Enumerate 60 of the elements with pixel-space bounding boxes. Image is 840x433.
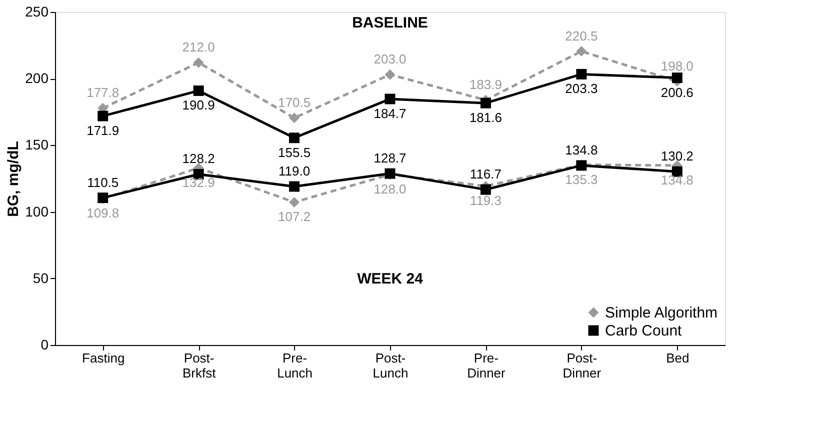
data-label: 119.3 [470, 193, 502, 208]
x-tick-label: Post-Lunch [372, 350, 408, 380]
y-tick-label: 100 [25, 203, 49, 220]
data-label: 200.6 [660, 84, 694, 100]
point [576, 46, 587, 57]
data-label: 155.5 [278, 144, 311, 160]
point [480, 98, 491, 108]
legend-label: Carb Count [605, 322, 683, 340]
data-label: 183.9 [469, 77, 502, 92]
y-tick-label: 250 [25, 4, 49, 20]
data-label: 170.5 [278, 94, 311, 110]
x-tick-label: Post-Dinner [562, 350, 602, 380]
point [289, 181, 300, 192]
x-tick-label: Pre-Dinner [467, 350, 506, 380]
legend-label: Simple Algorithm [605, 304, 718, 322]
data-label: 198.0 [660, 58, 694, 74]
x-tick-label: Post-Brkfst [182, 350, 216, 380]
y-tick-label: 0 [40, 336, 49, 352]
y-axis-title: BG, mg/dL [5, 141, 22, 217]
data-label: 119.0 [278, 163, 310, 178]
data-label: 135.3 [565, 172, 598, 187]
point [193, 85, 204, 96]
point [480, 184, 491, 195]
data-label: 128.7 [374, 150, 406, 166]
data-label: 107.2 [278, 209, 311, 224]
data-label: 203.0 [374, 52, 406, 67]
data-label: 177.8 [86, 85, 120, 100]
point [289, 196, 300, 208]
data-label: 220.5 [565, 28, 598, 44]
data-label: 184.7 [374, 106, 406, 121]
data-label: 134.8 [660, 172, 694, 188]
data-label: 212.0 [182, 40, 215, 55]
data-label: 128.2 [182, 151, 215, 166]
point [672, 72, 682, 84]
x-tick-label: Fasting [82, 350, 125, 366]
point [193, 57, 204, 68]
data-label: 132.9 [182, 174, 215, 190]
data-label: 130.2 [660, 148, 694, 164]
y-tick-label: 150 [25, 136, 49, 153]
annotation: WEEK 24 [357, 270, 424, 288]
point [289, 132, 300, 144]
point [384, 69, 396, 80]
annotation: BASELINE [352, 14, 428, 32]
point [98, 110, 108, 122]
point [576, 68, 587, 80]
data-label: 181.6 [469, 110, 502, 126]
data-label: 203.3 [565, 81, 598, 96]
point [289, 112, 300, 124]
data-label: 109.8 [86, 206, 120, 221]
data-label: 134.8 [565, 142, 598, 158]
data-label: 116.7 [470, 166, 502, 182]
x-tick-label: Bed [666, 350, 690, 366]
data-label: 190.9 [182, 98, 215, 113]
data-label: 171.9 [86, 123, 120, 138]
point [384, 94, 396, 104]
x-tick-label: Pre-Lunch [277, 350, 312, 380]
data-label: 128.0 [374, 182, 406, 197]
data-label: 110.5 [87, 174, 119, 190]
y-tick-label: 50 [32, 270, 49, 286]
y-tick-label: 200 [25, 70, 49, 86]
